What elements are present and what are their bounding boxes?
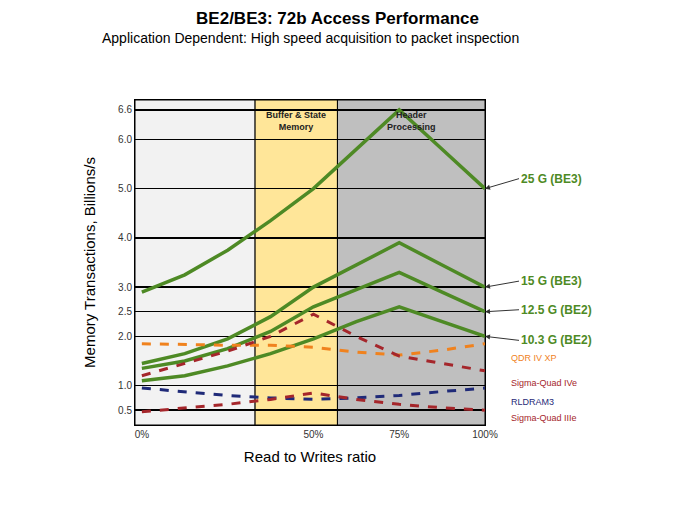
svg-text:RLDRAM3: RLDRAM3 xyxy=(511,397,554,407)
svg-text:4.0: 4.0 xyxy=(118,232,132,243)
svg-text:QDR IV XP: QDR IV XP xyxy=(511,353,557,363)
svg-text:5.0: 5.0 xyxy=(118,183,132,194)
svg-text:2.0: 2.0 xyxy=(118,331,132,342)
svg-text:Sigma-Quad IIIe: Sigma-Quad IIIe xyxy=(511,413,577,423)
svg-text:Sigma-Quad IVe: Sigma-Quad IVe xyxy=(511,378,577,388)
svg-text:50%: 50% xyxy=(303,429,323,440)
svg-text:6.0: 6.0 xyxy=(118,134,132,145)
svg-text:10.3 G (BE2): 10.3 G (BE2) xyxy=(521,333,592,347)
svg-text:Read to Writes ratio: Read to Writes ratio xyxy=(244,448,376,465)
svg-text:25 G (BE3): 25 G (BE3) xyxy=(521,172,582,186)
svg-text:75%: 75% xyxy=(389,429,409,440)
svg-text:BE2/BE3: 72b Access Performanc: BE2/BE3: 72b Access Performance xyxy=(196,9,479,28)
svg-text:Buffer & StateMemory: Buffer & StateMemory xyxy=(266,110,326,132)
svg-text:HeaderProcessing: HeaderProcessing xyxy=(387,110,436,132)
svg-text:1.0: 1.0 xyxy=(118,380,132,391)
svg-text:2.5: 2.5 xyxy=(118,306,132,317)
svg-text:Memory Transactions, Billions/: Memory Transactions, Billions/s xyxy=(81,157,98,368)
svg-text:100%: 100% xyxy=(472,429,498,440)
svg-text:3.0: 3.0 xyxy=(118,282,132,293)
svg-text:Application Dependent: High sp: Application Dependent: High speed acquis… xyxy=(102,30,519,46)
svg-text:0%: 0% xyxy=(135,429,150,440)
svg-text:0.5: 0.5 xyxy=(118,405,132,416)
svg-text:12.5 G (BE2): 12.5 G (BE2) xyxy=(521,303,592,317)
svg-text:15 G (BE3): 15 G (BE3) xyxy=(521,274,582,288)
svg-text:6.6: 6.6 xyxy=(118,104,132,115)
